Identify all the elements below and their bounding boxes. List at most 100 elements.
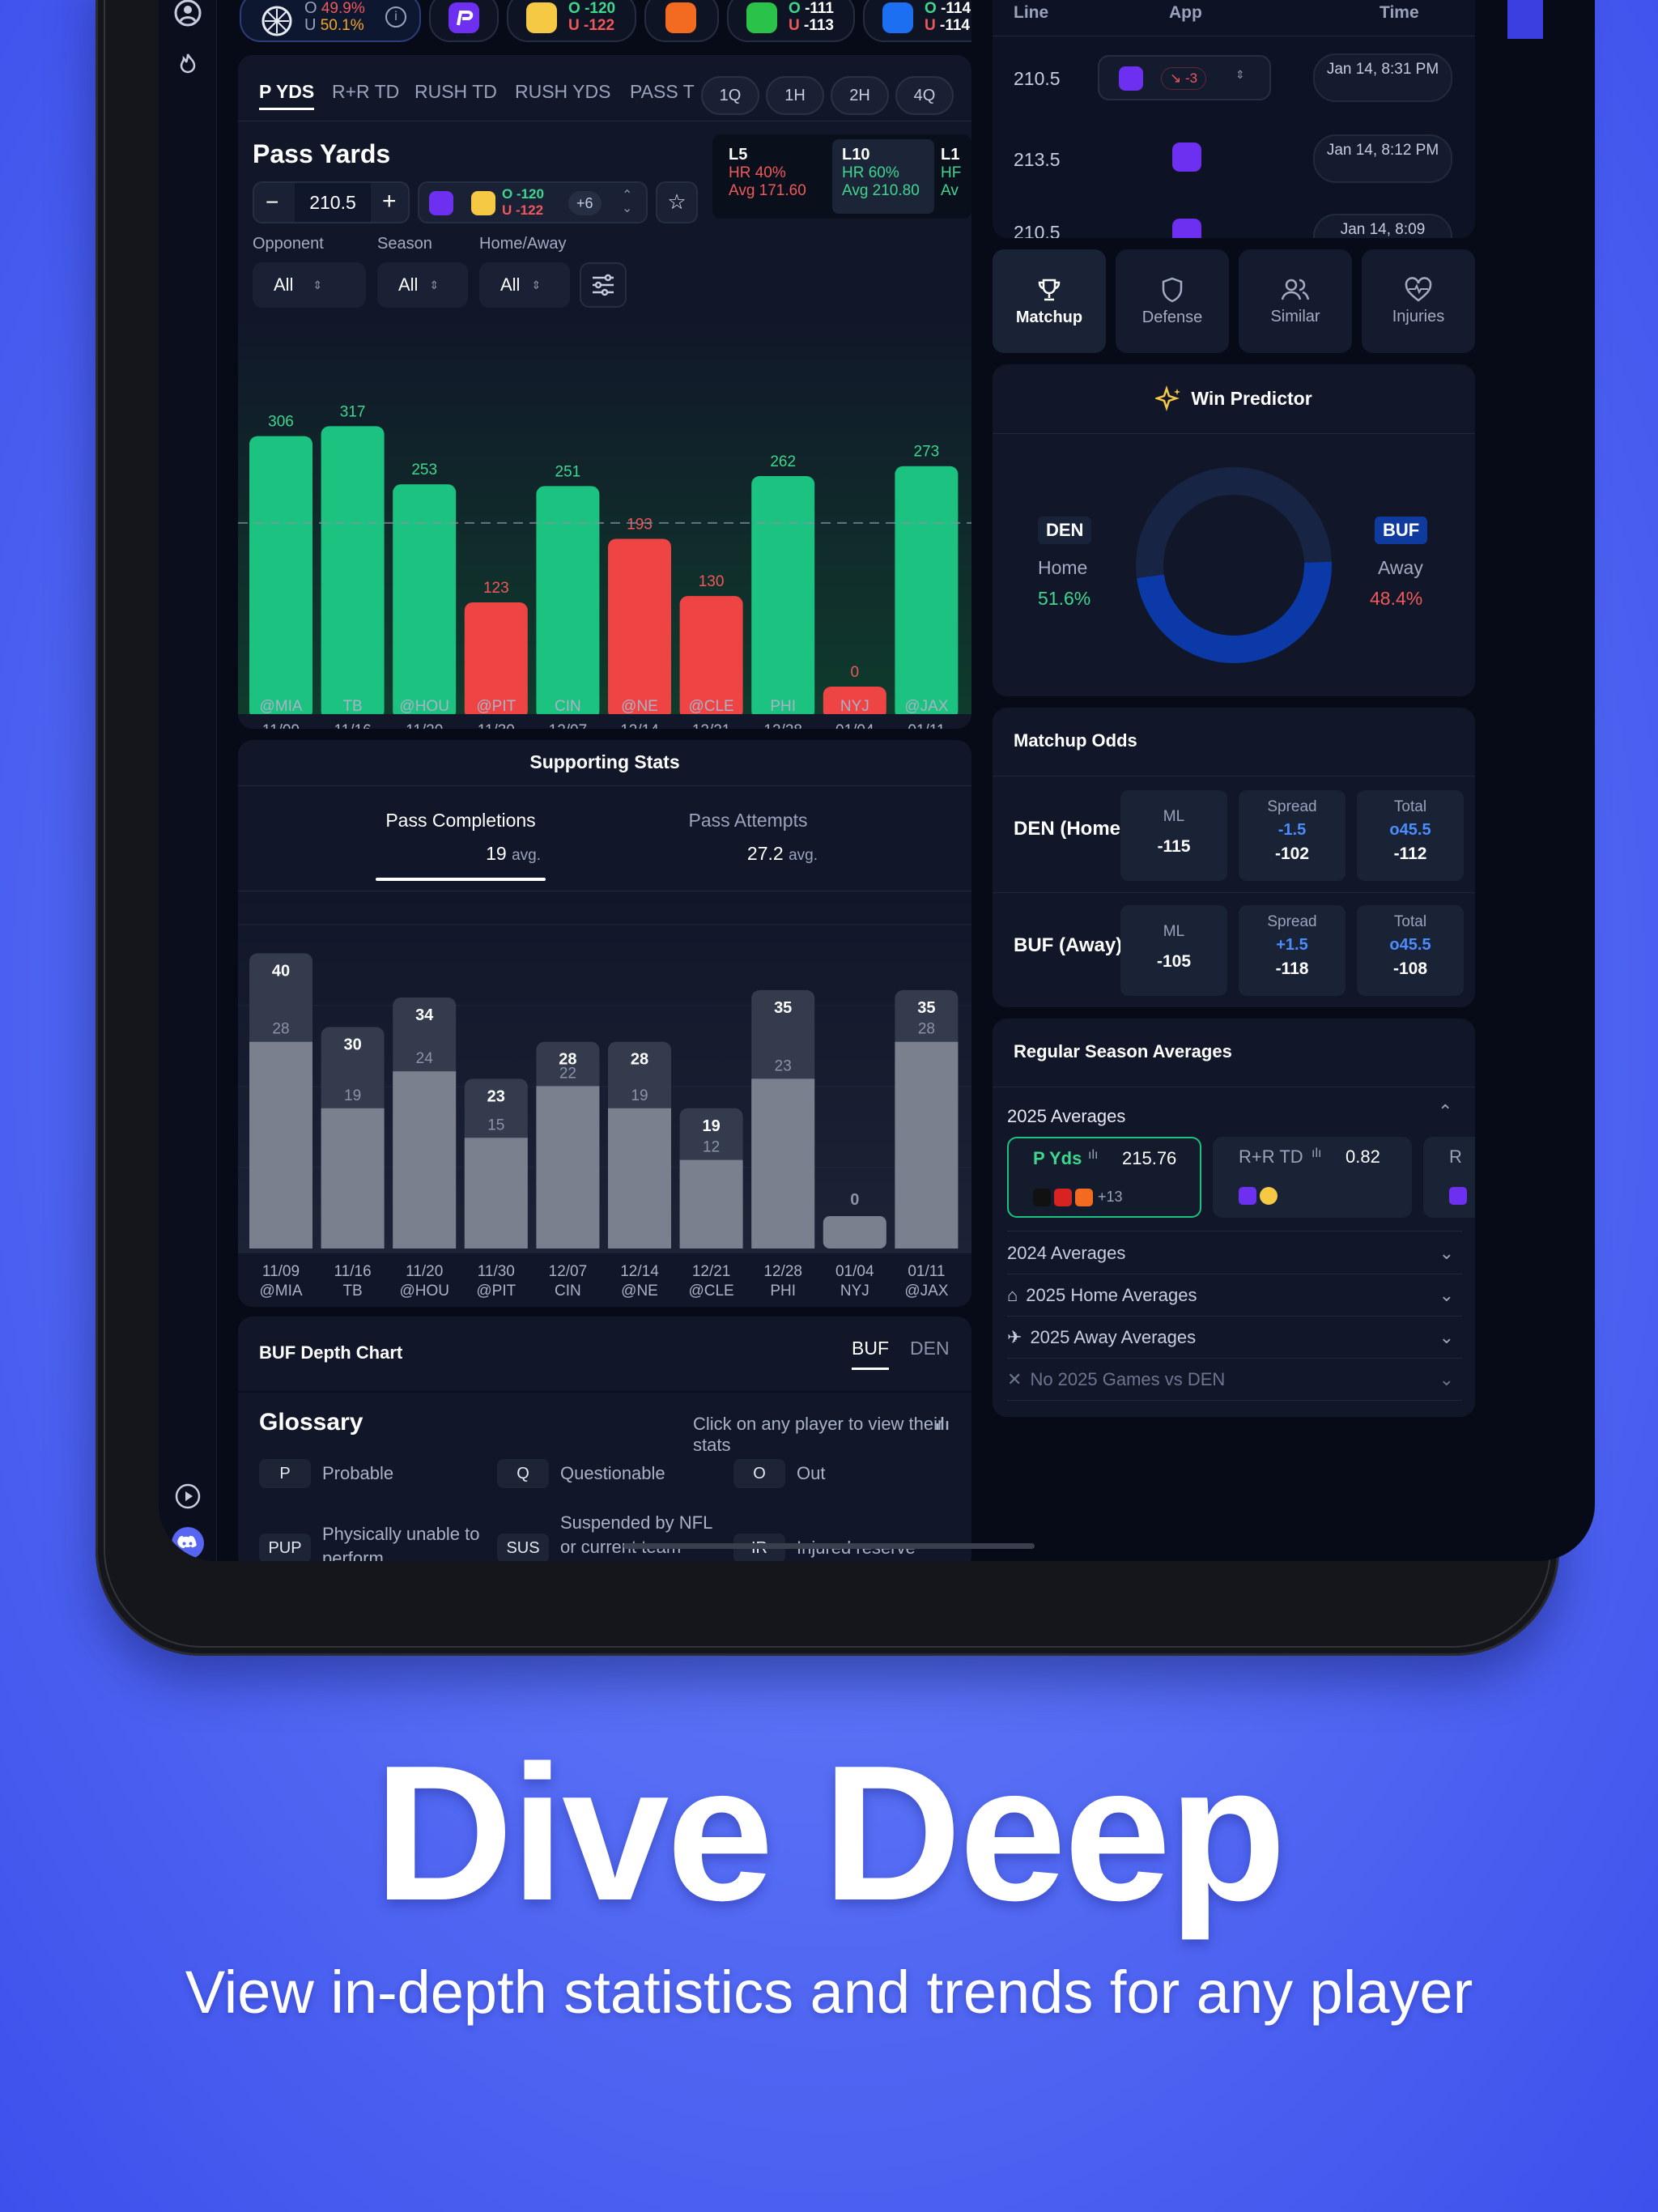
section-2025-averages[interactable]: 2025 Averages (1007, 1106, 1126, 1126)
tab-pass-completions[interactable]: Pass Completions 19 avg. (376, 797, 546, 881)
home-label: Home (1038, 557, 1088, 578)
history-line: 210.5 (1014, 222, 1061, 238)
chevron-up-icon[interactable]: ⌃ (1438, 1101, 1453, 1121)
homeaway-select[interactable]: All ⇕ (479, 262, 570, 308)
section-2025-away[interactable]: ✈ 2025 Away Averages ⌄ (1007, 1317, 1462, 1359)
away-team-badge: BUF (1375, 517, 1428, 544)
period-chip-2h[interactable]: 2H (831, 76, 889, 115)
book-chip-5[interactable]: O -114 U -114 (863, 0, 971, 42)
tab-pass-t[interactable]: PASS T (630, 81, 695, 102)
book-over-value: -120 (585, 0, 616, 17)
decrement-button[interactable]: − (266, 189, 279, 215)
odds-value: -108 (1392, 959, 1428, 978)
side-tab-matchup[interactable]: Matchup (993, 249, 1106, 353)
nav-rail (159, 0, 217, 1561)
odds-spread-away[interactable]: Spread +1.5 -118 (1239, 905, 1346, 996)
discord-icon[interactable] (172, 1527, 204, 1559)
tab-label: Pass Completions (385, 810, 536, 831)
x-tick-opponent: @PIT (476, 698, 517, 715)
x-tick-opponent: @CLE (688, 1283, 733, 1300)
split-l5[interactable]: L5 HR 40% Avg 171.60 (719, 139, 827, 214)
odds-total-home[interactable]: Total o45.5 -112 (1357, 790, 1464, 881)
under-label: U (304, 16, 317, 34)
crossed-swords-icon: ✕ (1007, 1368, 1022, 1389)
avg-card-rr-td[interactable]: R+R TD ılı 0.82 (1213, 1137, 1412, 1218)
attempts-value-label: 34 (415, 1006, 434, 1024)
code-text: Physically unable to perform (322, 1524, 480, 1561)
prize-picks-odds[interactable]: O 49.9% U 50.1% i (240, 0, 421, 42)
info-icon[interactable]: i (385, 6, 406, 28)
tab-rush-td[interactable]: RUSH TD (414, 81, 497, 102)
section-2024-averages[interactable]: 2024 Averages ⌄ (1007, 1232, 1462, 1274)
x-tick-date: 11/09 (262, 722, 300, 729)
home-team-badge: DEN (1038, 517, 1092, 544)
book-chip-4[interactable]: O -111 U -113 (727, 0, 855, 42)
tab-rush-yds[interactable]: RUSH YDS (515, 81, 611, 102)
heart-pulse-icon (1405, 276, 1432, 302)
season-select[interactable]: All ⇕ (377, 262, 468, 308)
history-time: Jan 14, 8:31 PM (1313, 53, 1452, 102)
depth-tab-den[interactable]: DEN (910, 1338, 950, 1359)
odds-ml-away[interactable]: ML -105 (1120, 905, 1227, 996)
opponent-select[interactable]: All ⇕ (253, 262, 366, 308)
history-app-pill[interactable]: ↘ -3 ⇕ (1098, 55, 1271, 100)
star-button[interactable]: ☆ (656, 181, 698, 223)
split-l10[interactable]: L10 HR 60% Avg 210.80 (832, 139, 934, 214)
side-tab-injuries[interactable]: Injuries (1362, 249, 1475, 353)
pass-yards-card: P YDS R+R TD RUSH TD RUSH YDS PASS T 1Q … (238, 55, 971, 729)
completions-value-label: 28 (272, 1021, 289, 1038)
period-chip-4q[interactable]: 4Q (895, 76, 954, 115)
profile-icon[interactable] (172, 0, 204, 29)
odds-label: ML (1163, 808, 1185, 825)
book-under: U (789, 17, 800, 34)
season-averages-title: Regular Season Averages (1014, 1041, 1232, 1061)
supporting-title: Supporting Stats (529, 751, 680, 772)
tab-p-yds[interactable]: P YDS (259, 81, 315, 110)
section-2025-home[interactable]: ⌂ 2025 Home Averages ⌄ (1007, 1274, 1462, 1317)
flame-icon[interactable] (172, 47, 204, 79)
x-tick-opponent: @PIT (476, 1283, 516, 1300)
book-chip-3[interactable] (644, 0, 719, 42)
play-circle-icon[interactable] (172, 1480, 204, 1512)
split-l1[interactable]: L1 HF Av (941, 139, 971, 214)
avg-card-r[interactable]: R (1423, 1137, 1475, 1218)
period-chip-1h[interactable]: 1H (766, 76, 824, 115)
attempts-value-label: 30 (343, 1036, 361, 1054)
filter-settings-button[interactable] (580, 262, 627, 308)
odds-ml-home[interactable]: ML -115 (1120, 790, 1227, 881)
split-hr: HR 40% (729, 164, 786, 181)
odds-spread-home[interactable]: Spread -1.5 -102 (1239, 790, 1346, 881)
x-tick-opponent: @JAX (904, 698, 949, 715)
completions-value-label: 19 (344, 1087, 361, 1104)
team-row-label: DEN (Home (1014, 818, 1121, 840)
odds-total-away[interactable]: Total o45.5 -108 (1357, 905, 1464, 996)
x-tick-opponent: PHI (770, 698, 797, 715)
axis-band (238, 714, 971, 729)
x-tick-opponent: @MIA (259, 698, 303, 715)
glossary-hint: Click on any player to view their stats (693, 1414, 944, 1455)
side-tab-defense[interactable]: Defense (1116, 249, 1229, 353)
book-chip-2[interactable]: O -120 U -122 (507, 0, 636, 42)
tab-rr-td[interactable]: R+R TD (332, 81, 400, 102)
increment-button[interactable]: + (382, 188, 397, 215)
period-chip-1q[interactable]: 1Q (701, 76, 759, 115)
line-stepper[interactable]: − 210.5 + (253, 181, 410, 223)
x-tick-date: 12/07 (549, 722, 588, 729)
tab-pass-attempts[interactable]: Pass Attempts 27.2 avg. (659, 797, 837, 881)
prize-under-pct: 50.1% (320, 17, 364, 34)
book-chip-1[interactable] (429, 0, 499, 42)
odds-line: o45.5 (1389, 936, 1431, 954)
attempts-value-label: 19 (702, 1117, 720, 1135)
x-tick-date: 11/16 (334, 1263, 372, 1280)
filter-label-season: Season (377, 235, 432, 253)
line-move-badge: ↘ -3 (1161, 67, 1207, 90)
side-tab-similar[interactable]: Similar (1239, 249, 1352, 353)
depth-tab-buf[interactable]: BUF (852, 1338, 889, 1370)
chevron-updown-icon: ⇕ (312, 278, 323, 291)
book-icon (1260, 1187, 1278, 1205)
odds-value: -118 (1275, 959, 1309, 978)
x-tick-date: 01/04 (835, 722, 874, 729)
supporting-stats-chart: 402830193424231528222819191235230352811/… (238, 892, 971, 1307)
avg-card-pyds[interactable]: P Yds ılı 215.76 +13 (1007, 1137, 1201, 1218)
book-selector[interactable]: O -120 U -122 +6 ⌃ ⌄ (418, 181, 648, 223)
